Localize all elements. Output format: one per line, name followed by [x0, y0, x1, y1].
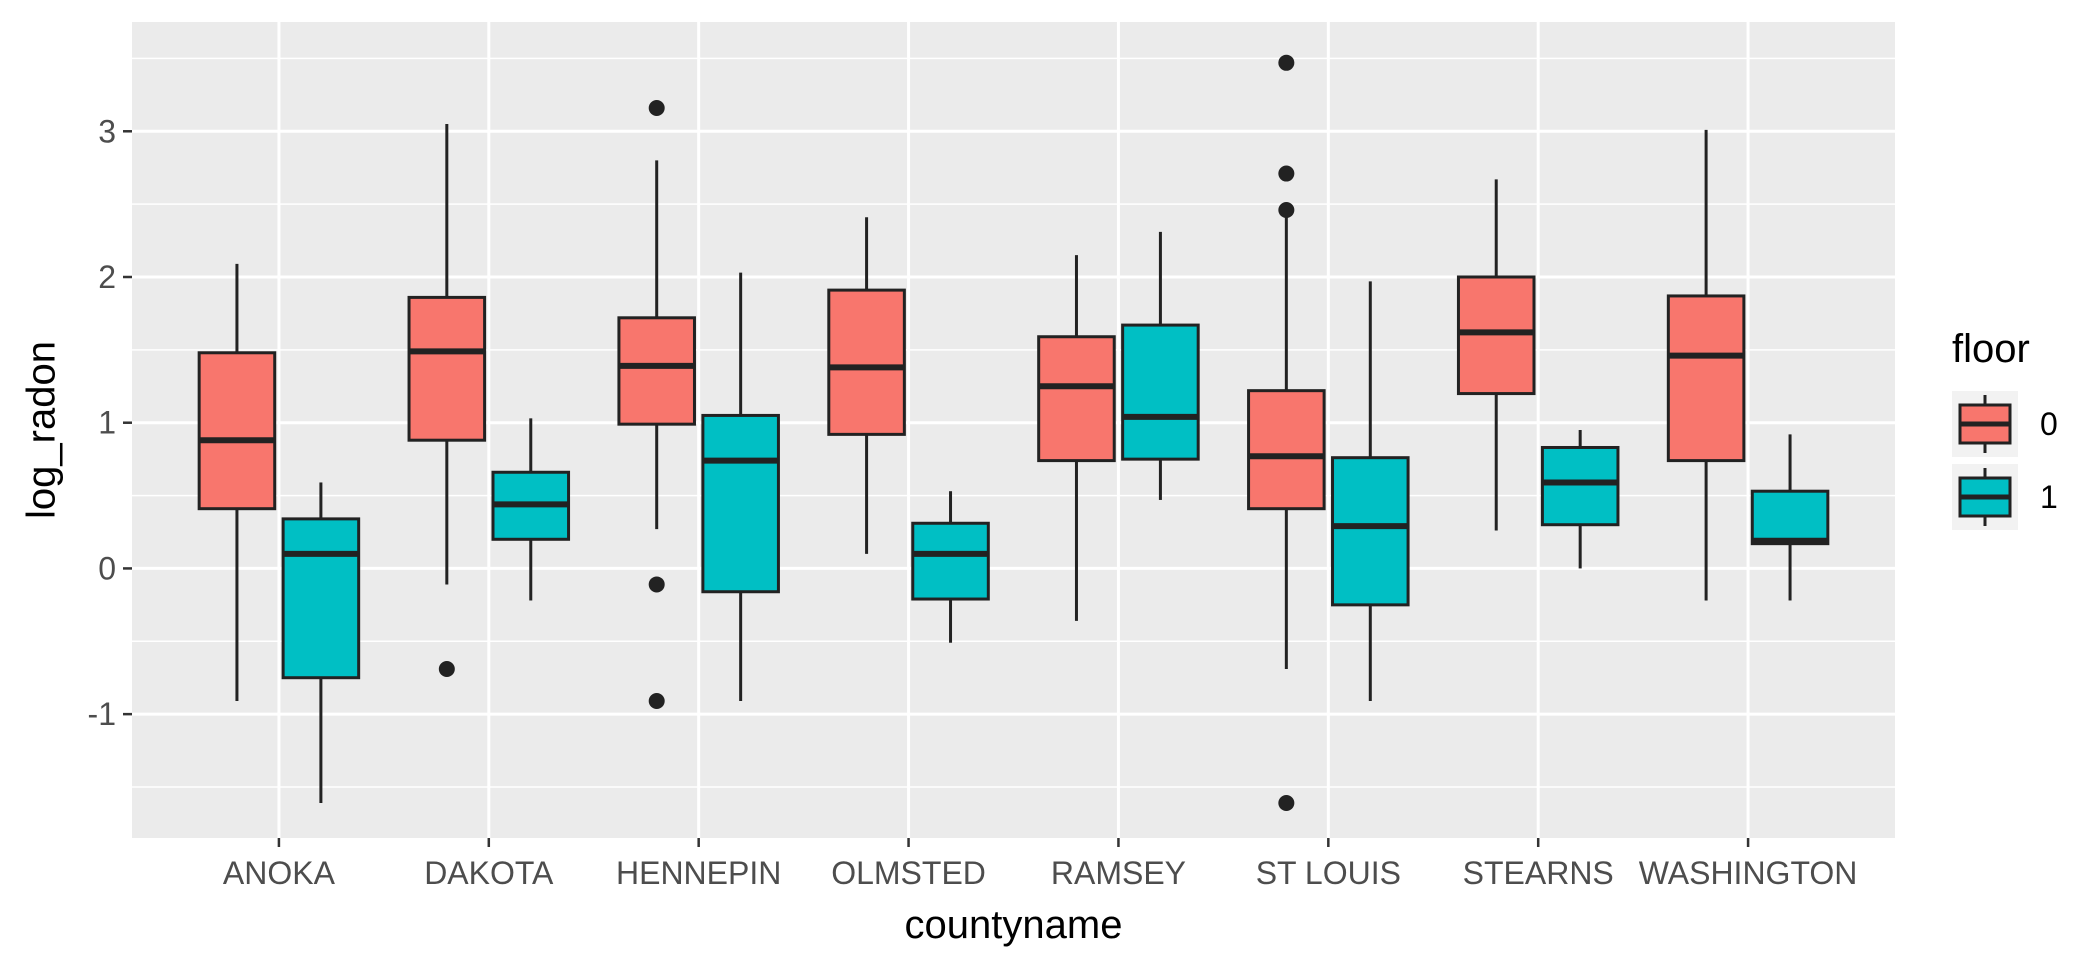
- y-tick-label: 0: [98, 550, 116, 586]
- box-iqr: [617, 316, 696, 426]
- x-axis: ANOKA DAKOTA HENNEPIN OLMSTED RAMSEY ST LOUIS…: [223, 838, 1858, 891]
- box-ramsey-floor-1: [1121, 231, 1200, 500]
- box-iqr: [911, 521, 990, 601]
- outlier-point: [648, 693, 665, 710]
- box-st-louis-floor-0: [1247, 54, 1326, 812]
- box-iqr: [281, 517, 361, 680]
- box-iqr: [1540, 445, 1620, 527]
- box-iqr: [1247, 389, 1326, 511]
- box-anoka-floor-0: [197, 263, 277, 702]
- x-tick-label: DAKOTA: [424, 855, 554, 891]
- box-washington-floor-0: [1666, 129, 1746, 601]
- box-iqr: [1037, 335, 1116, 463]
- x-tick-label: ST LOUIS: [1256, 855, 1401, 891]
- box-iqr: [827, 288, 906, 436]
- y-axis: -1 0 1 2 3: [88, 113, 132, 732]
- box-iqr: [1331, 456, 1410, 607]
- outlier-point: [648, 576, 665, 593]
- x-tick-label: WASHINGTON: [1639, 855, 1858, 891]
- box-olmsted-floor-0: [827, 217, 906, 554]
- box-stearns-floor-1: [1540, 430, 1620, 569]
- x-axis-title: countyname: [905, 903, 1123, 947]
- box-hennepin-floor-1: [701, 272, 780, 702]
- box-iqr: [1666, 294, 1746, 463]
- box-st-louis-floor-1: [1331, 281, 1410, 702]
- x-tick-label: ANOKA: [223, 855, 336, 891]
- box-series: [197, 54, 1830, 812]
- box-dakota-floor-0: [407, 124, 487, 677]
- x-tick-label: RAMSEY: [1051, 855, 1186, 891]
- x-tick-label: STEARNS: [1463, 855, 1614, 891]
- legend-item-floor-1: 1: [1952, 464, 2058, 530]
- box-dakota-floor-1: [491, 418, 571, 601]
- legend-title: floor: [1952, 327, 2030, 371]
- box-iqr: [1750, 489, 1830, 546]
- legend-label: 1: [2040, 479, 2058, 515]
- box-anoka-floor-1: [281, 482, 361, 804]
- outlier-point: [1278, 795, 1295, 812]
- outlier-point: [438, 660, 455, 677]
- legend-label: 0: [2040, 406, 2058, 442]
- x-tick-label: HENNEPIN: [616, 855, 781, 891]
- box-iqr: [1121, 323, 1200, 461]
- major-gridlines: [132, 22, 1895, 838]
- y-tick-label: -1: [88, 696, 116, 732]
- outlier-point: [1278, 165, 1295, 182]
- box-stearns-floor-0: [1456, 179, 1536, 531]
- y-tick-label: 2: [98, 259, 116, 295]
- y-axis-title: log_radon: [20, 341, 64, 519]
- legend: floor 0 1: [1952, 327, 2058, 530]
- box-iqr: [407, 295, 487, 442]
- box-iqr: [701, 413, 780, 594]
- outlier-point: [1278, 201, 1295, 218]
- y-tick-label: 1: [98, 405, 116, 441]
- box-washington-floor-1: [1750, 434, 1830, 601]
- legend-item-floor-0: 0: [1952, 391, 2058, 457]
- box-olmsted-floor-1: [911, 491, 990, 643]
- box-hennepin-floor-0: [617, 99, 696, 710]
- box-iqr: [197, 351, 277, 511]
- box-ramsey-floor-0: [1037, 255, 1116, 621]
- outlier-point: [648, 99, 665, 116]
- x-tick-label: OLMSTED: [831, 855, 986, 891]
- y-tick-label: 3: [98, 113, 116, 149]
- outlier-point: [1278, 54, 1295, 71]
